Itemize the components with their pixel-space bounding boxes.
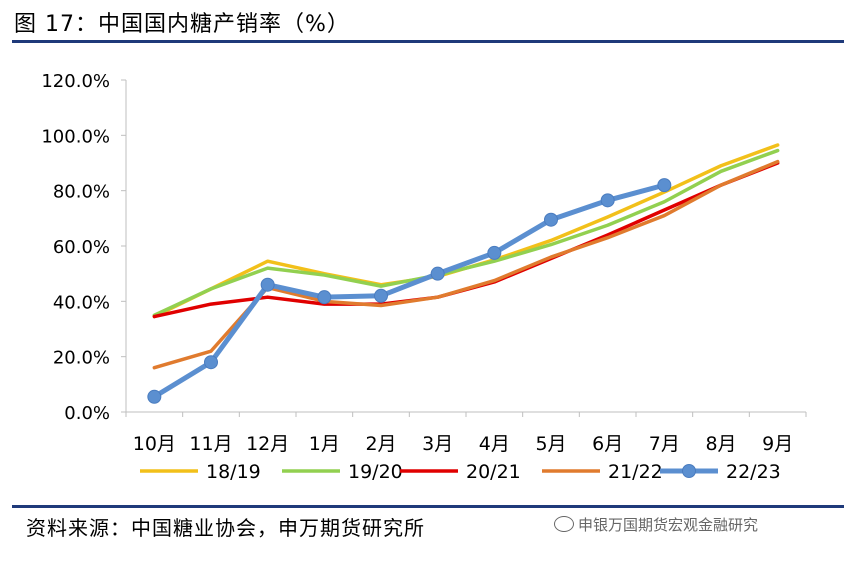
legend-label-18/19: 18/19 xyxy=(206,461,261,483)
legend-label-21/22: 21/22 xyxy=(608,461,663,483)
x-tick-label: 1月 xyxy=(309,433,340,455)
source-note: 资料来源：中国糖业协会，申万期货研究所 xyxy=(26,516,425,540)
y-tick-label: 120.0% xyxy=(41,71,110,92)
x-tick-label: 8月 xyxy=(705,433,736,455)
x-tick-label: 3月 xyxy=(422,433,453,455)
watermark: 申银万国期货宏观金融研究 xyxy=(552,514,761,535)
series-markers xyxy=(147,178,672,404)
data-point-22/23 xyxy=(374,288,388,303)
x-tick-label: 5月 xyxy=(535,433,566,455)
y-tick-label: 40.0% xyxy=(53,292,110,313)
data-point-22/23 xyxy=(487,245,502,260)
x-tick-label: 12月 xyxy=(246,433,289,455)
x-tick-label: 7月 xyxy=(649,433,680,455)
legend-label-19/20: 19/20 xyxy=(348,461,403,483)
y-tick-label: 100.0% xyxy=(41,126,110,147)
x-axis-ticks: 10月 11月 12月 1月 2月 3月 4月 5月 6月 7月 8月 9月 xyxy=(125,412,807,455)
sugar-sales-ratio-chart: 0.0% 20.0% 40.0% 60.0% 80.0% 100.0% 120.0% 10月… xyxy=(41,71,807,483)
series-line-22/23 xyxy=(151,182,667,400)
x-tick-label: 4月 xyxy=(479,433,510,455)
figure-title: 图 17：中国国内糖产销率（%） xyxy=(14,12,350,37)
series-line-19/20 xyxy=(152,148,780,317)
wechat-icon xyxy=(554,516,574,532)
x-tick-label: 10月 xyxy=(133,433,176,455)
data-point-22/23 xyxy=(430,266,445,281)
y-tick-label: 20.0% xyxy=(53,348,110,369)
x-tick-label: 2月 xyxy=(365,433,396,455)
data-point-22/23 xyxy=(600,193,615,208)
data-point-22/23 xyxy=(544,212,558,227)
y-axis-ticks: 0.0% 20.0% 40.0% 60.0% 80.0% 100.0% 120.0% xyxy=(41,71,126,424)
source-rule xyxy=(12,505,844,508)
legend-marker xyxy=(682,464,696,478)
x-tick-label: 6月 xyxy=(592,433,623,455)
series-line-20/21 xyxy=(152,161,780,319)
x-tick-label: 9月 xyxy=(762,433,793,455)
legend-label-20/21: 20/21 xyxy=(466,461,521,483)
title-rule xyxy=(12,40,844,43)
watermark-text: 申银万国期货宏观金融研究 xyxy=(578,516,759,534)
data-point-22/23 xyxy=(317,290,332,305)
y-tick-label: 60.0% xyxy=(53,237,110,258)
y-tick-label: 80.0% xyxy=(53,182,110,203)
y-tick-label: 0.0% xyxy=(64,403,110,424)
x-tick-label: 11月 xyxy=(189,433,232,455)
legend-label-22/23: 22/23 xyxy=(726,461,781,483)
series-lines xyxy=(151,143,780,400)
data-point-22/23 xyxy=(204,355,218,370)
data-point-22/23 xyxy=(260,277,275,292)
data-point-22/23 xyxy=(147,389,162,404)
data-point-22/23 xyxy=(657,178,672,193)
legend: 18/19 19/20 20/21 21/22 22/23 xyxy=(140,461,781,483)
